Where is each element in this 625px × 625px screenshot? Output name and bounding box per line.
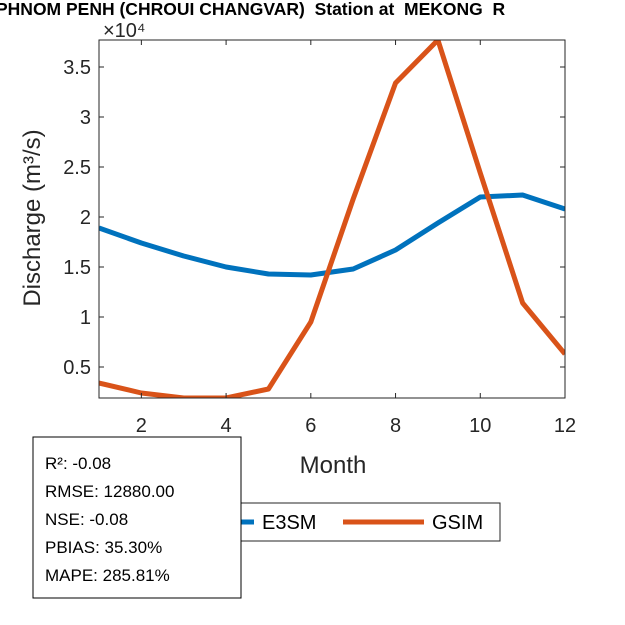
y-tick-label: 3 — [80, 107, 91, 129]
plot-area — [99, 40, 565, 398]
x-tick-label: 6 — [305, 415, 316, 437]
legend[interactable]: E3SM GSIM — [204, 502, 501, 542]
series-line-gsim — [99, 40, 565, 398]
axes: 2 4 6 8 10 12 0.5 1 1.5 2 2.5 3 3.5 — [63, 39, 576, 437]
x-tick-label: 2 — [136, 415, 147, 437]
y-axis-label: Discharge (m³/s) — [19, 129, 46, 306]
y-tick-label: 2.5 — [63, 157, 91, 179]
stats-box: R²: -0.08 RMSE: 12880.00 NSE: -0.08 PBIA… — [32, 436, 242, 599]
chart-title: PHNOM PENH (CHROUI CHANGVAR) Station at … — [0, 0, 505, 19]
y-tick-label: 3.5 — [63, 57, 91, 79]
axes-box — [98, 39, 566, 399]
x-tick-label: 8 — [390, 415, 401, 437]
stat-r2: R²: -0.08 — [45, 454, 111, 473]
legend-label-gsim: GSIM — [432, 512, 483, 534]
x-axis-label: Month — [300, 452, 367, 479]
x-tick-label: 10 — [469, 415, 491, 437]
y-tick-label: 2 — [80, 207, 91, 229]
y-exponent-label: ×10⁴ — [103, 20, 146, 42]
y-tick-label: 0.5 — [63, 357, 91, 379]
stat-rmse: RMSE: 12880.00 — [45, 482, 174, 501]
stat-nse: NSE: -0.08 — [45, 510, 128, 529]
plot-background — [99, 40, 565, 398]
stat-pbias: PBIAS: 35.30% — [45, 538, 162, 557]
x-tick-label: 12 — [554, 415, 576, 437]
legend-label-e3sm: E3SM — [262, 512, 316, 534]
x-tick-label: 4 — [221, 415, 232, 437]
stat-mape: MAPE: 285.81% — [45, 566, 170, 585]
y-tick-label: 1 — [80, 307, 91, 329]
y-tick-label: 1.5 — [63, 257, 91, 279]
